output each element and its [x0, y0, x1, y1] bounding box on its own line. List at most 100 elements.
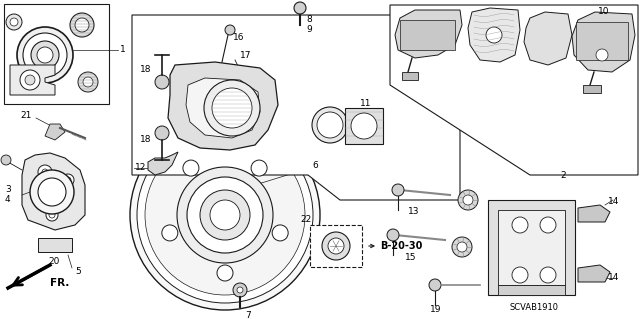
Polygon shape: [498, 285, 565, 295]
Bar: [4, 4, 109, 104]
Circle shape: [233, 283, 247, 297]
Circle shape: [200, 190, 250, 240]
Text: 11: 11: [360, 99, 371, 108]
Text: 10: 10: [598, 8, 609, 17]
Circle shape: [6, 14, 22, 30]
Polygon shape: [10, 65, 55, 95]
Circle shape: [387, 229, 399, 241]
Circle shape: [30, 170, 74, 214]
Circle shape: [294, 2, 306, 14]
Circle shape: [328, 238, 344, 254]
Text: 13: 13: [408, 207, 419, 217]
Circle shape: [145, 135, 305, 295]
Circle shape: [38, 165, 52, 179]
Circle shape: [272, 225, 288, 241]
Circle shape: [75, 18, 89, 32]
Circle shape: [62, 174, 74, 186]
Text: 18: 18: [140, 136, 152, 145]
Polygon shape: [498, 210, 565, 285]
Polygon shape: [132, 15, 460, 200]
Circle shape: [25, 75, 35, 85]
Text: 17: 17: [240, 50, 252, 60]
Circle shape: [392, 184, 404, 196]
Polygon shape: [168, 62, 278, 150]
Circle shape: [23, 33, 67, 77]
Text: 21: 21: [20, 110, 31, 120]
Circle shape: [312, 107, 348, 143]
Text: 14: 14: [608, 197, 620, 206]
Polygon shape: [38, 238, 72, 252]
Text: 2: 2: [560, 170, 566, 180]
Circle shape: [155, 126, 169, 140]
Text: 9: 9: [306, 26, 312, 34]
Bar: [576, 22, 628, 60]
Bar: [345, 108, 383, 144]
Circle shape: [65, 177, 71, 183]
Circle shape: [486, 27, 502, 43]
Text: 15: 15: [405, 254, 417, 263]
Text: 14: 14: [608, 273, 620, 283]
Circle shape: [540, 217, 556, 233]
Circle shape: [210, 200, 240, 230]
Text: 4: 4: [5, 196, 11, 204]
Circle shape: [10, 18, 18, 26]
Circle shape: [78, 72, 98, 92]
Bar: [583, 85, 601, 93]
Circle shape: [31, 41, 59, 69]
Text: SCVAB1910: SCVAB1910: [510, 303, 559, 313]
Circle shape: [217, 265, 233, 281]
Circle shape: [162, 225, 178, 241]
Text: 18: 18: [140, 65, 152, 75]
Text: 8: 8: [306, 16, 312, 25]
Text: 19: 19: [430, 306, 442, 315]
Polygon shape: [572, 12, 635, 72]
Text: 3: 3: [5, 186, 11, 195]
Circle shape: [351, 113, 377, 139]
Circle shape: [38, 178, 66, 206]
Circle shape: [1, 155, 11, 165]
Circle shape: [512, 217, 528, 233]
Circle shape: [237, 287, 243, 293]
Circle shape: [83, 77, 93, 87]
Polygon shape: [488, 200, 575, 295]
Circle shape: [322, 232, 350, 260]
Polygon shape: [390, 5, 638, 175]
Circle shape: [177, 167, 273, 263]
Text: 12: 12: [135, 164, 147, 173]
Circle shape: [540, 267, 556, 283]
Polygon shape: [578, 265, 610, 282]
Polygon shape: [395, 10, 462, 58]
Circle shape: [251, 160, 267, 176]
Circle shape: [70, 13, 94, 37]
Circle shape: [42, 169, 48, 175]
Circle shape: [429, 279, 441, 291]
Circle shape: [37, 47, 53, 63]
Circle shape: [204, 80, 260, 136]
Circle shape: [457, 242, 467, 252]
Text: 20: 20: [48, 257, 60, 266]
Circle shape: [317, 112, 343, 138]
Polygon shape: [468, 8, 520, 62]
Bar: [400, 20, 455, 50]
Polygon shape: [578, 205, 610, 222]
Polygon shape: [186, 78, 260, 138]
Text: FR.: FR.: [50, 278, 69, 288]
Circle shape: [452, 237, 472, 257]
Bar: [310, 225, 362, 267]
Text: 5: 5: [75, 268, 81, 277]
Circle shape: [20, 70, 40, 90]
Text: 16: 16: [233, 33, 244, 42]
Circle shape: [458, 190, 478, 210]
Circle shape: [212, 88, 252, 128]
Text: 1: 1: [120, 46, 125, 55]
Text: 6: 6: [312, 161, 317, 170]
Circle shape: [512, 267, 528, 283]
Circle shape: [463, 195, 473, 205]
Polygon shape: [148, 152, 178, 175]
Circle shape: [225, 25, 235, 35]
Circle shape: [46, 209, 58, 221]
Polygon shape: [45, 124, 65, 140]
Text: B-20-30: B-20-30: [380, 241, 422, 251]
Circle shape: [49, 212, 55, 218]
Text: 7: 7: [245, 310, 251, 319]
